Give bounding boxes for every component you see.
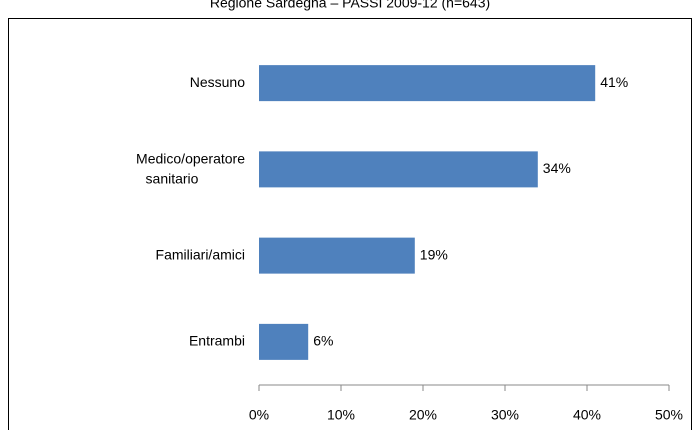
x-tick-label: 30% — [491, 407, 519, 423]
bar — [259, 237, 415, 274]
y-tick-label: Familiari/amici — [156, 246, 245, 262]
x-tick-label: 10% — [327, 407, 355, 423]
x-tick-label: 0% — [249, 407, 269, 423]
y-tick-label-line: Medico/operatore — [136, 150, 245, 166]
x-tick-label: 20% — [409, 407, 437, 423]
chart-title: Regione Sardegna – PASSI 2009-12 (n=643) — [210, 0, 490, 11]
value-label: 34% — [543, 160, 571, 176]
bar — [259, 151, 538, 188]
value-label: 19% — [420, 246, 448, 262]
chart-frame — [8, 18, 692, 430]
y-tick-label: Medico/operatore sanitario — [136, 150, 245, 186]
y-tick-label: Entrambi — [189, 333, 245, 349]
y-tick-label-line: sanitario — [146, 170, 199, 186]
y-tick-label: Nessuno — [190, 74, 245, 90]
value-label: 6% — [313, 333, 333, 349]
x-tick-label: 50% — [655, 407, 683, 423]
bar — [259, 323, 309, 360]
bar — [259, 65, 596, 102]
value-label: 41% — [600, 74, 628, 90]
x-tick-label: 40% — [573, 407, 601, 423]
